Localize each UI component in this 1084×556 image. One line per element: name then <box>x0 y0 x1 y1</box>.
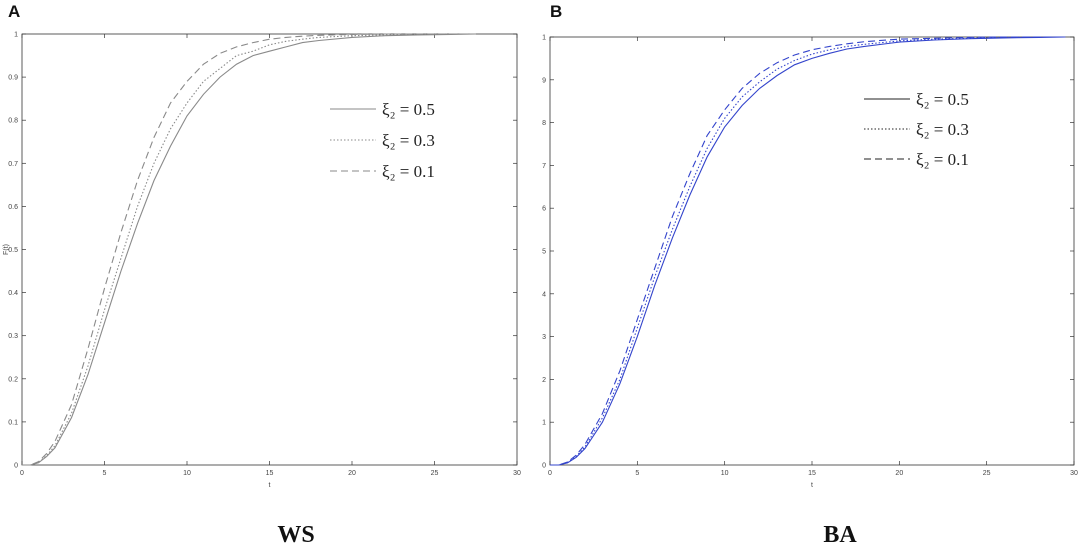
y-tick-label: 0.2 <box>8 376 18 383</box>
x-tick-label: 0 <box>548 470 552 477</box>
y-tick-label: 0 <box>542 463 546 470</box>
panel-letter-a: A <box>8 2 21 21</box>
legend-label: ξ₂ = 0.1 <box>916 150 969 169</box>
series-line-solid <box>550 36 1066 466</box>
chart-b: 0 5 10 15 20 25 30 0 0.1 0.2 0.3 0.4 0.5 0.6 0.7 0.8 0.9… <box>542 35 1078 490</box>
y-tick-label: 0.4 <box>542 291 546 298</box>
legend-label: ξ₂ = 0.5 <box>916 90 969 109</box>
series-line-dotted <box>550 36 1066 466</box>
x-tick-label: 25 <box>983 470 991 477</box>
x-tick-label: 0 <box>20 470 24 477</box>
legend-label: ξ₂ = 0.3 <box>382 131 435 150</box>
y-tick-label: 0.8 <box>8 118 18 125</box>
y-tick-label: 0.6 <box>8 204 18 211</box>
y-tick-label: 0.7 <box>542 163 546 170</box>
x-tick-label: 5 <box>103 470 107 477</box>
x-axis-label: t <box>811 482 813 489</box>
y-tick-label: 0 <box>14 463 18 470</box>
legend-label: ξ₂ = 0.3 <box>916 120 969 139</box>
x-tick-label: 20 <box>895 470 903 477</box>
x-tick-label: 10 <box>721 470 729 477</box>
y-tick-label: 1 <box>542 35 546 42</box>
y-tick-label: 0.5 <box>8 247 18 254</box>
series-line-dashed <box>22 33 476 466</box>
series-line-solid <box>22 33 476 466</box>
y-tick-label: 0.6 <box>542 206 546 213</box>
y-tick-label: 0.2 <box>542 377 546 384</box>
legend-label: ξ₂ = 0.1 <box>382 162 435 181</box>
y-tick-label: 1 <box>14 32 18 39</box>
plot-frame <box>549 36 1075 466</box>
y-tick-label: 0.9 <box>8 75 18 82</box>
y-tick-label: 0.9 <box>542 77 546 84</box>
x-tick-label: 20 <box>348 470 356 477</box>
series-line-dashed <box>550 36 1066 466</box>
panel-letter-b: B <box>550 2 563 21</box>
caption-ws: WS <box>277 522 315 548</box>
panel-b: 0 5 10 15 20 25 30 0 0.1 0.2 0.3 0.4 0.5 0.6 0.7 0.8 0.9… <box>542 0 1084 556</box>
y-tick-label: 0.7 <box>8 161 18 168</box>
y-tick-label: 0.5 <box>542 249 546 256</box>
series-line-dotted <box>22 33 476 466</box>
y-tick-label: 0.3 <box>8 333 18 340</box>
x-tick-label: 30 <box>513 470 521 477</box>
x-tick-label: 25 <box>431 470 439 477</box>
y-tick-label: 0.8 <box>542 120 546 127</box>
x-tick-label: 5 <box>635 470 639 477</box>
chart-a: 0 5 10 15 20 25 30 0 0.1 0.2 0.3 0.4 0.5 0.6 0.7 0.8 0.9… <box>3 32 521 490</box>
y-tick-label: 0.4 <box>8 290 18 297</box>
legend-label: ξ₂ = 0.5 <box>382 100 435 119</box>
panel-a: 0 5 10 15 20 25 30 0 0.1 0.2 0.3 0.4 0.5 0.6 0.7 0.8 0.9… <box>3 2 521 548</box>
y-axis-label: F(t) <box>3 244 10 255</box>
x-tick-label: 15 <box>808 470 816 477</box>
y-tick-label: 0.3 <box>542 334 546 341</box>
x-tick-label: 15 <box>266 470 274 477</box>
x-tick-label: 10 <box>183 470 191 477</box>
plot-frame <box>21 33 518 466</box>
y-tick-label: 0.1 <box>8 419 18 426</box>
x-tick-label: 30 <box>1070 470 1078 477</box>
y-tick-label: 0.1 <box>542 420 546 427</box>
x-axis-label: t <box>269 482 271 489</box>
caption-ba: BA <box>823 522 857 548</box>
